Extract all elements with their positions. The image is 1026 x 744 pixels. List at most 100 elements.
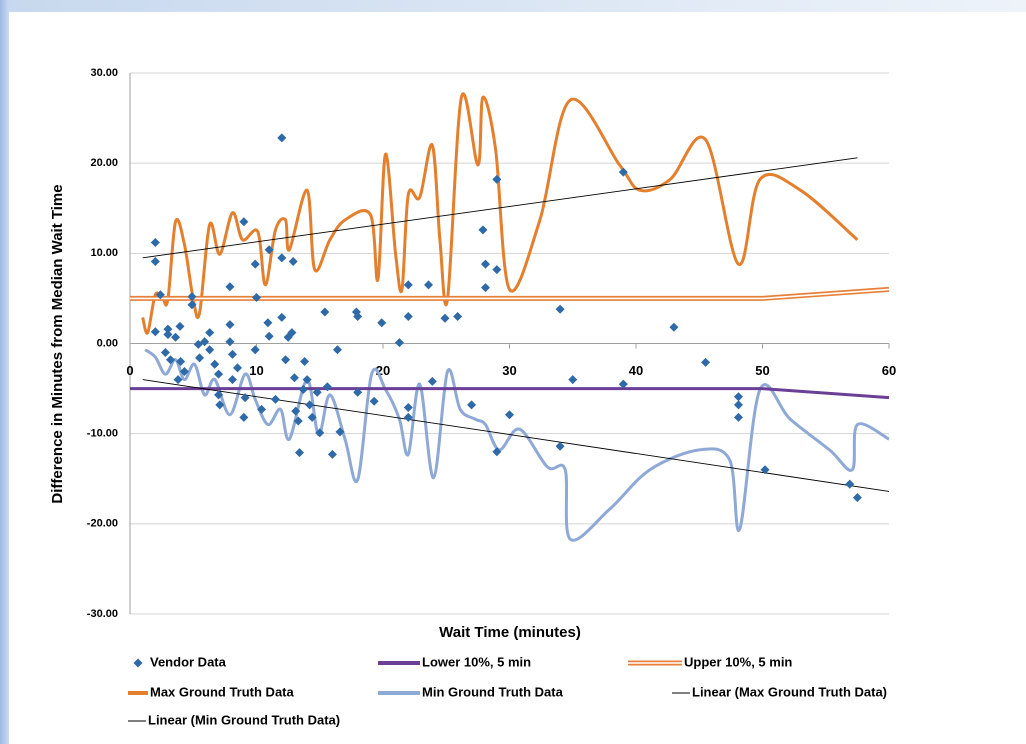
x-tick-label: 50 — [755, 363, 769, 378]
vendor-point — [210, 359, 220, 369]
vendor-point — [377, 318, 387, 328]
vendor-point — [852, 493, 862, 503]
vendor-point — [427, 376, 437, 386]
vendor-point — [160, 348, 170, 358]
vendor-point — [322, 382, 332, 392]
vendor-point — [214, 369, 224, 379]
vendor-point — [225, 337, 235, 347]
vendor-point — [305, 400, 315, 410]
vendor-point — [320, 307, 330, 317]
vendor-point — [150, 238, 160, 248]
vendor-point — [281, 355, 291, 365]
vendor-point — [277, 133, 287, 143]
legend-marker — [133, 658, 143, 668]
y-tick-label: 20.00 — [90, 157, 118, 169]
vendor-point — [257, 404, 267, 414]
vendor-point — [150, 327, 160, 337]
y-tick-label: -30.00 — [87, 608, 118, 620]
vendor-point — [295, 448, 305, 458]
vendor-point — [315, 428, 325, 438]
window-left-frame — [0, 0, 9, 744]
vendor-point — [492, 447, 502, 457]
vendor-point — [239, 412, 249, 422]
vendor-point — [669, 322, 679, 332]
vendor-point — [187, 300, 197, 310]
vendor-point — [733, 400, 743, 410]
vendor-point — [163, 329, 173, 339]
legend-label: Vendor Data — [150, 654, 227, 669]
vendor-point — [845, 479, 855, 489]
vendor-point — [302, 375, 312, 385]
y-tick-label: 0.00 — [97, 337, 118, 349]
vendor-point — [252, 293, 261, 303]
vendor-point — [312, 387, 322, 397]
vendor-point — [492, 174, 502, 184]
x-tick-label: 60 — [882, 363, 896, 378]
y-tick-label: -10.00 — [87, 428, 118, 440]
legend-label: Min Ground Truth Data — [422, 684, 564, 699]
vendor-point — [353, 311, 363, 321]
vendor-point — [618, 167, 628, 177]
legend-label: Upper 10%, 5 min — [684, 654, 792, 669]
vendor-point — [453, 311, 463, 321]
vendor-point — [478, 225, 488, 235]
vendor-point — [214, 390, 224, 400]
vendor-point — [227, 349, 237, 359]
vendor-point — [240, 393, 250, 403]
vendor-point — [175, 321, 185, 331]
vendor-point — [200, 337, 210, 347]
vendor-point — [205, 328, 215, 338]
vendor-point — [307, 412, 317, 422]
vendor-point — [424, 280, 434, 290]
vendor-point — [394, 338, 404, 348]
vendor-point — [440, 313, 450, 323]
vendor-point — [298, 384, 308, 394]
vendor-point — [289, 373, 299, 383]
vendor-point — [300, 357, 310, 367]
vendor-point — [165, 355, 175, 365]
vendor-point — [403, 280, 413, 290]
vendor-point — [150, 256, 160, 266]
series-curve — [141, 92, 859, 335]
vendor-point — [288, 256, 298, 266]
vendor-point — [250, 345, 260, 355]
series-line-inner — [130, 288, 890, 300]
vendor-point — [733, 392, 743, 402]
vendor-point — [291, 406, 301, 416]
vendor-point — [270, 394, 280, 404]
series-line — [142, 157, 858, 259]
vendor-point — [225, 282, 235, 292]
vendor-point — [195, 353, 205, 363]
vendor-point — [155, 290, 165, 300]
vendor-point — [403, 412, 413, 422]
vendor-point — [568, 375, 578, 385]
x-tick-label: 0 — [126, 363, 133, 378]
vendor-point — [618, 379, 628, 389]
vendor-point — [277, 253, 287, 263]
x-tick-label: 30 — [502, 363, 516, 378]
vendor-point — [163, 324, 173, 334]
vendor-point — [332, 345, 342, 355]
vendor-point — [335, 427, 345, 437]
vendor-point — [353, 387, 363, 397]
y-tick-label: 10.00 — [90, 247, 118, 259]
vendor-point — [293, 416, 303, 426]
vendor-point — [403, 311, 413, 321]
x-tick-label: 10 — [249, 363, 263, 378]
legend-label: Linear (Min Ground Truth Data) — [148, 712, 340, 727]
vendor-point — [733, 412, 743, 422]
window-top-frame — [0, 0, 1026, 12]
vendor-point — [277, 312, 287, 322]
y-axis-title: Difference in Minutes from Median Wait T… — [49, 184, 66, 503]
vendor-point — [233, 363, 243, 373]
series-line — [130, 387, 890, 400]
vendor-point — [225, 320, 235, 330]
vendor-point — [179, 366, 189, 376]
vendor-point — [287, 328, 297, 338]
vendor-point — [250, 259, 260, 269]
vendor-point — [760, 465, 770, 475]
vendor-point — [239, 217, 249, 227]
vendor-point — [369, 396, 379, 406]
vendor-point — [555, 304, 565, 314]
vendor-point — [227, 375, 237, 385]
